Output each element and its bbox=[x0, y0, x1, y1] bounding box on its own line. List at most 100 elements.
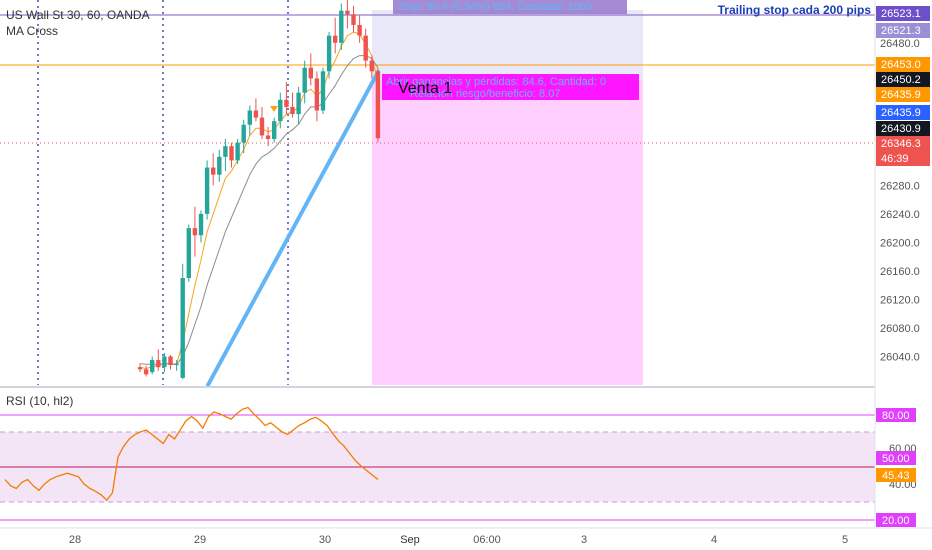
candle[interactable] bbox=[223, 139, 228, 172]
rsi-badge-current: 45.43 bbox=[882, 470, 910, 482]
time-label: 4 bbox=[711, 534, 717, 546]
time-cursor-badge bbox=[395, 532, 425, 548]
candle[interactable] bbox=[186, 224, 191, 282]
candle[interactable] bbox=[333, 17, 338, 54]
candle[interactable] bbox=[253, 98, 259, 122]
candle[interactable] bbox=[345, 0, 350, 29]
time-label: 30 bbox=[319, 534, 331, 546]
candle[interactable] bbox=[174, 360, 179, 371]
time-axis[interactable]: 28 29 30 Sep 06:00 3 4 5 bbox=[0, 527, 932, 548]
candle[interactable] bbox=[143, 365, 149, 377]
candle-body bbox=[143, 369, 149, 375]
price-tick-label: 26160.0 bbox=[880, 266, 920, 278]
signal-marker-icon bbox=[270, 106, 278, 112]
candle[interactable] bbox=[375, 67, 381, 143]
candle-body bbox=[174, 363, 179, 366]
candle[interactable] bbox=[217, 149, 222, 182]
candle[interactable] bbox=[326, 32, 332, 79]
candle-body bbox=[284, 99, 289, 107]
candle[interactable] bbox=[357, 15, 362, 43]
trade-label: Venta 1 bbox=[398, 80, 452, 97]
candle-body bbox=[278, 99, 283, 122]
rsi-badge-upper: 80.00 bbox=[882, 410, 910, 422]
price-tick-label: 26480.0 bbox=[880, 38, 920, 50]
candle-body bbox=[223, 146, 228, 157]
candle[interactable] bbox=[290, 92, 295, 118]
candle[interactable] bbox=[278, 92, 283, 129]
candle[interactable] bbox=[272, 117, 277, 143]
candle[interactable] bbox=[351, 5, 356, 33]
ma-fast-line bbox=[139, 31, 379, 370]
price-badge bbox=[876, 57, 930, 72]
time-label: 3 bbox=[581, 534, 587, 546]
candle-body bbox=[351, 14, 356, 25]
candle[interactable] bbox=[168, 355, 173, 370]
candle-body bbox=[217, 156, 222, 175]
candle[interactable] bbox=[156, 349, 161, 371]
candle[interactable] bbox=[192, 206, 198, 257]
candle[interactable] bbox=[369, 55, 374, 79]
candle[interactable] bbox=[363, 28, 368, 68]
candle-body bbox=[308, 67, 313, 79]
price-badge bbox=[876, 121, 930, 136]
candle[interactable] bbox=[150, 356, 155, 375]
candle[interactable] bbox=[320, 67, 326, 115]
candle-body bbox=[162, 356, 167, 368]
time-label: 5 bbox=[842, 534, 848, 546]
candle-body bbox=[265, 135, 271, 140]
price-badge bbox=[876, 87, 930, 102]
candle[interactable] bbox=[235, 139, 240, 164]
indicator-title: MA Cross bbox=[6, 24, 58, 38]
candle[interactable] bbox=[204, 160, 210, 220]
candle-body bbox=[204, 167, 210, 214]
candle[interactable] bbox=[162, 352, 167, 373]
trend-line[interactable] bbox=[206, 70, 380, 387]
price-badge-label: 26430.9 bbox=[881, 123, 921, 135]
candle[interactable] bbox=[198, 210, 204, 243]
candle-body bbox=[302, 67, 307, 93]
price-tick-label: 26280.0 bbox=[880, 180, 920, 192]
profit-zone[interactable] bbox=[372, 80, 643, 385]
candle-body bbox=[326, 35, 332, 72]
candle[interactable] bbox=[180, 263, 185, 380]
time-label: Sep bbox=[400, 534, 420, 546]
loss-zone[interactable] bbox=[372, 10, 643, 80]
candle[interactable] bbox=[296, 86, 301, 125]
price-axis[interactable]: 26480.0 26280.0 26240.0 26200.0 26160.0 26120… bbox=[874, 0, 932, 528]
candle-body bbox=[168, 356, 173, 366]
candle[interactable] bbox=[302, 60, 307, 104]
candle-body bbox=[290, 106, 295, 115]
rsi-badge-upper-bg bbox=[876, 408, 916, 422]
candle[interactable] bbox=[247, 105, 252, 136]
rsi-pane[interactable]: RSI (10, hl2) bbox=[0, 394, 875, 521]
candle[interactable] bbox=[265, 126, 271, 147]
price-badge-label: 26453.0 bbox=[881, 59, 921, 71]
candle-body bbox=[363, 35, 368, 61]
candle-body bbox=[198, 213, 204, 236]
candle-body bbox=[192, 228, 198, 236]
candle[interactable] bbox=[229, 142, 234, 168]
price-badge-label: 26435.9 bbox=[881, 107, 921, 119]
candle[interactable] bbox=[314, 71, 320, 122]
price-badge-label: 26521.3 bbox=[881, 25, 921, 37]
candle-body bbox=[180, 278, 185, 378]
candle[interactable] bbox=[241, 119, 246, 154]
candle[interactable] bbox=[308, 53, 313, 86]
price-badge bbox=[876, 105, 930, 120]
candle[interactable] bbox=[284, 81, 289, 115]
rsi-line bbox=[4, 406, 379, 502]
time-label: 06:00 bbox=[473, 534, 501, 546]
price-badge-label: 26346.3 bbox=[881, 138, 921, 150]
price-pane[interactable]: Stop: 90.4 (0.34%) 904, Cantidad: 1000 A… bbox=[0, 0, 875, 387]
candle-body bbox=[211, 167, 216, 175]
candle[interactable] bbox=[259, 106, 265, 140]
candle[interactable] bbox=[137, 363, 143, 373]
candle[interactable] bbox=[211, 153, 216, 186]
rsi-badge-current-bg bbox=[876, 468, 916, 482]
time-label: 28 bbox=[69, 534, 81, 546]
symbol-title: US Wall St 30, 60, OANDA bbox=[6, 8, 150, 22]
candle-body bbox=[247, 110, 252, 125]
candle[interactable] bbox=[339, 3, 344, 50]
rsi-badge-lower: 20.00 bbox=[882, 515, 910, 527]
